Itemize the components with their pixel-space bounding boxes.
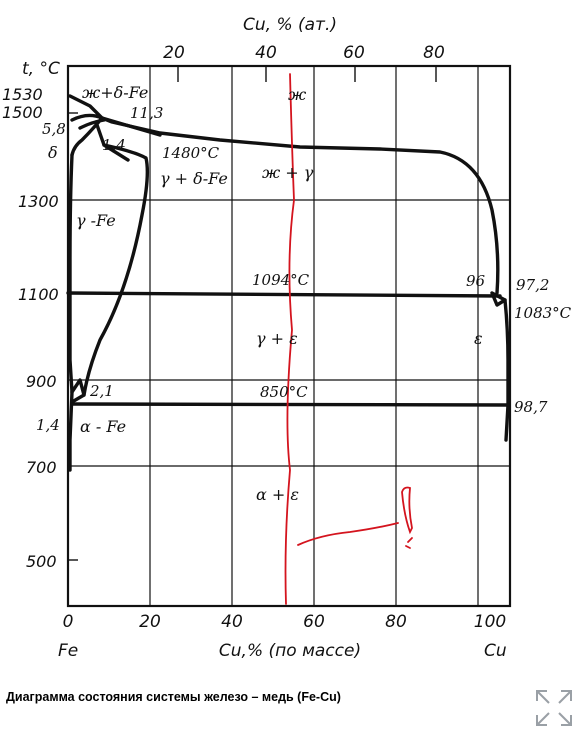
top-axis-tick-labels: 20 40 60 80 <box>163 43 445 63</box>
left-tick-900: 900 <box>26 372 57 391</box>
grid-vertical <box>149 66 479 606</box>
label-850: 850°C <box>260 383 308 401</box>
left-axis-tick-labels: 1530 1500 1300 1100 900 700 500 <box>2 85 59 571</box>
bottom-tick-40: 40 <box>221 612 243 632</box>
expand-icon[interactable] <box>533 687 575 729</box>
label-98-7: 98,7 <box>514 398 548 416</box>
bottom-tick-20: 20 <box>139 612 161 632</box>
top-axis-ticks <box>177 66 437 82</box>
bottom-axis-tick-labels: 0 20 40 60 80 100 <box>63 612 507 632</box>
top-tick-80: 80 <box>423 43 445 63</box>
label-gamma-delta: γ + δ-Fe <box>160 169 228 188</box>
left-tick-1530: 1530 <box>2 85 43 104</box>
label-gamma: γ -Fe <box>76 211 116 230</box>
label-1480: 1480°C <box>162 144 220 162</box>
top-tick-20: 20 <box>163 43 185 63</box>
label-eps: ε <box>474 329 483 348</box>
left-tick-1300: 1300 <box>18 192 59 211</box>
label-11-3: 11,3 <box>130 104 163 122</box>
label-liquid-delta: ж+δ-Fe <box>82 83 148 102</box>
left-tick-1100: 1100 <box>18 285 59 304</box>
label-1-4-top: 1,4 <box>102 136 126 154</box>
caption: Диаграмма состояния системы железо – мед… <box>6 690 341 704</box>
plot-frame <box>66 64 512 608</box>
point-labels: 11,3 5,8 1,4 1480°C 1094°C 96 97,2 1083°… <box>36 104 572 434</box>
bottom-tick-80: 80 <box>385 612 407 632</box>
left-tick-500: 500 <box>26 552 57 571</box>
label-2-1: 2,1 <box>89 382 114 400</box>
bottom-tick-100: 100 <box>474 612 506 632</box>
label-alpha-eps: α + ε <box>256 485 299 504</box>
bottom-left-end-label: Fe <box>58 641 78 661</box>
phase-boundaries <box>66 94 510 472</box>
label-delta: δ <box>48 143 58 162</box>
left-tick-1500: 1500 <box>2 103 43 122</box>
bottom-axis-label: Cu,% (по массе) <box>219 641 361 661</box>
label-1094: 1094°C <box>252 271 310 289</box>
label-1083: 1083°C <box>514 304 572 322</box>
label-96: 96 <box>466 272 486 290</box>
label-97-2: 97,2 <box>516 276 549 294</box>
bottom-right-end-label: Cu <box>484 641 507 661</box>
label-5-8: 5,8 <box>42 120 66 138</box>
left-axis-label: t, °C <box>22 59 60 79</box>
label-gamma-eps: γ + ε <box>256 329 298 348</box>
top-tick-60: 60 <box>343 43 365 63</box>
label-1-4-bottom: 1,4 <box>36 416 60 434</box>
phase-labels: ж ж+δ-Fe ж + γ δ γ + δ-Fe γ -Fe γ + ε α … <box>48 83 483 504</box>
bottom-tick-60: 60 <box>303 612 325 632</box>
bottom-tick-0: 0 <box>63 612 74 632</box>
left-tick-700: 700 <box>26 458 57 477</box>
label-liquid: ж <box>288 85 307 104</box>
label-alpha: α - Fe <box>80 417 126 436</box>
top-tick-40: 40 <box>255 43 277 63</box>
red-annotations <box>284 73 413 605</box>
top-axis-label: Cu, % (ат.) <box>243 15 337 35</box>
label-liquid-gamma: ж + γ <box>262 163 314 182</box>
